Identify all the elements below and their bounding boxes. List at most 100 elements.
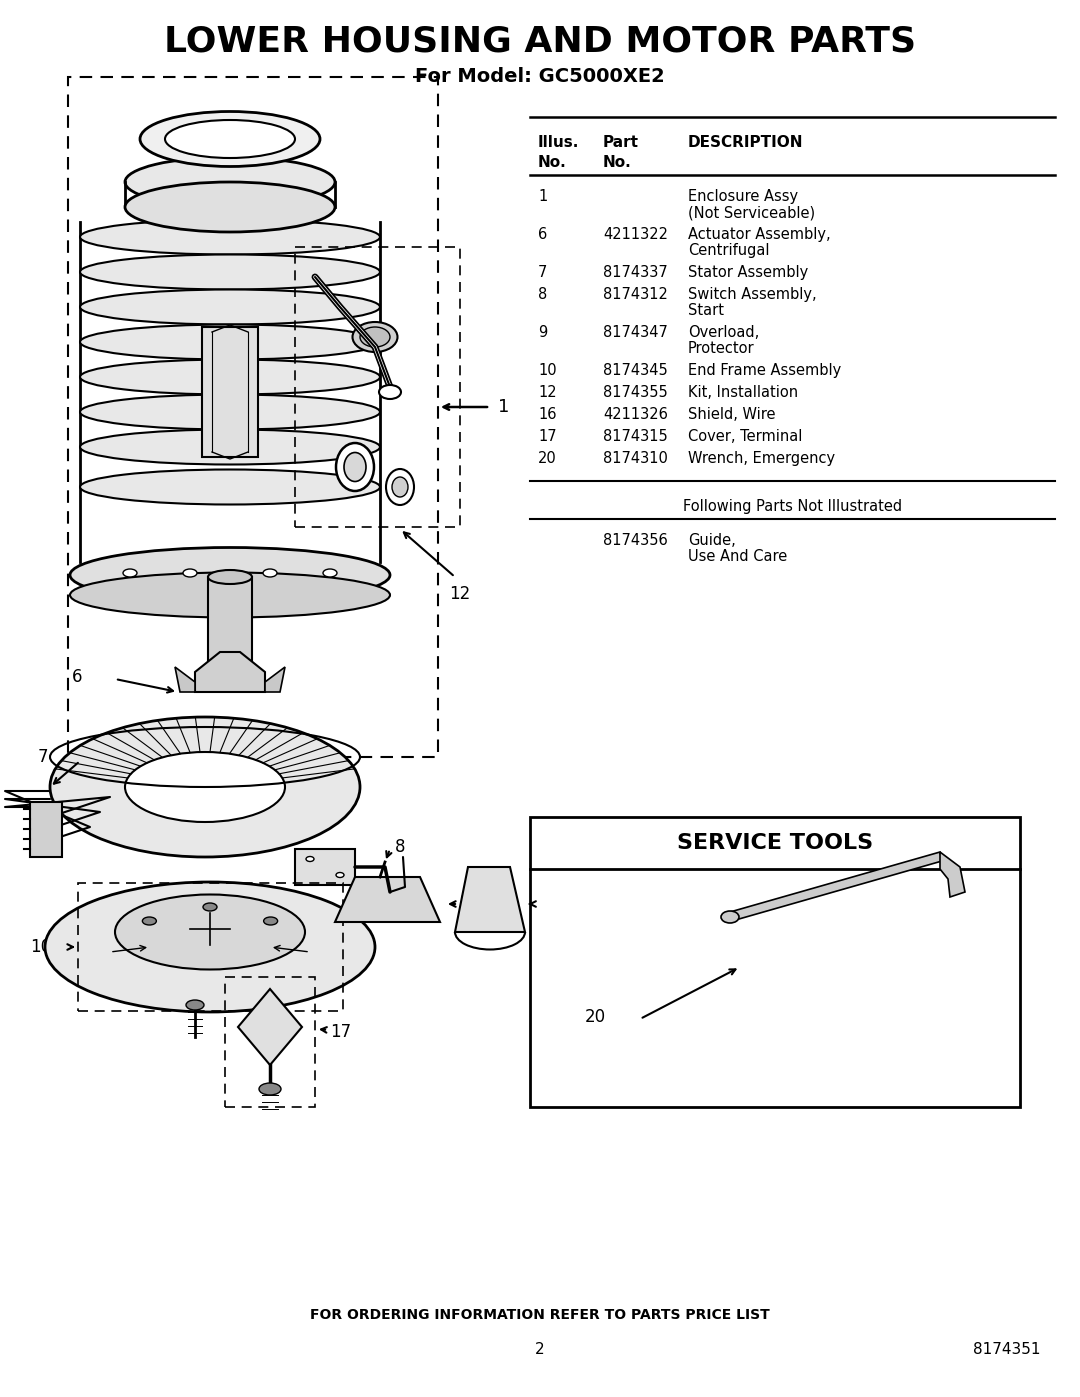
Bar bbox=[78, 883, 343, 1011]
Text: Stator Assembly: Stator Assembly bbox=[688, 265, 808, 279]
Ellipse shape bbox=[80, 469, 380, 504]
Text: Actuator Assembly,: Actuator Assembly, bbox=[688, 226, 831, 242]
Text: 12: 12 bbox=[449, 585, 471, 604]
Text: (Not Serviceable): (Not Serviceable) bbox=[688, 205, 815, 219]
Ellipse shape bbox=[80, 324, 380, 359]
Ellipse shape bbox=[183, 569, 197, 577]
Text: 8: 8 bbox=[538, 286, 548, 302]
Text: 7: 7 bbox=[38, 747, 49, 766]
Ellipse shape bbox=[323, 569, 337, 577]
Ellipse shape bbox=[70, 548, 390, 602]
Bar bbox=[295, 247, 460, 527]
Text: 4211322: 4211322 bbox=[603, 226, 669, 242]
Text: Kit, Installation: Kit, Installation bbox=[688, 386, 798, 400]
Ellipse shape bbox=[386, 469, 414, 504]
Text: Guide,: Guide, bbox=[688, 534, 735, 548]
Polygon shape bbox=[730, 852, 942, 921]
Ellipse shape bbox=[208, 570, 252, 584]
Text: 16: 16 bbox=[535, 893, 556, 911]
Text: Use And Care: Use And Care bbox=[688, 549, 787, 564]
Polygon shape bbox=[455, 868, 525, 932]
Text: 8: 8 bbox=[395, 838, 405, 856]
Text: 9: 9 bbox=[460, 893, 471, 911]
Text: 17: 17 bbox=[538, 429, 556, 444]
Ellipse shape bbox=[80, 219, 380, 254]
Ellipse shape bbox=[140, 112, 320, 166]
Ellipse shape bbox=[186, 1000, 204, 1010]
Text: 12: 12 bbox=[538, 386, 556, 400]
Ellipse shape bbox=[123, 569, 137, 577]
Ellipse shape bbox=[80, 552, 380, 602]
Text: 8174345: 8174345 bbox=[603, 363, 667, 379]
Ellipse shape bbox=[379, 386, 401, 400]
Bar bbox=[202, 327, 258, 457]
Text: Centrifugal: Centrifugal bbox=[688, 243, 769, 258]
Ellipse shape bbox=[259, 1083, 281, 1095]
Ellipse shape bbox=[80, 289, 380, 324]
Text: For Model: GC5000XE2: For Model: GC5000XE2 bbox=[415, 67, 665, 87]
Text: 4211326: 4211326 bbox=[603, 407, 667, 422]
Text: 8174351: 8174351 bbox=[972, 1341, 1040, 1356]
Ellipse shape bbox=[352, 321, 397, 352]
Polygon shape bbox=[265, 666, 285, 692]
Ellipse shape bbox=[264, 569, 276, 577]
Ellipse shape bbox=[125, 156, 335, 207]
Ellipse shape bbox=[114, 894, 305, 970]
Text: 8174310: 8174310 bbox=[603, 451, 667, 467]
Bar bbox=[68, 77, 438, 757]
Polygon shape bbox=[195, 652, 265, 692]
Text: Protector: Protector bbox=[688, 341, 755, 356]
Text: 8174347: 8174347 bbox=[603, 326, 667, 339]
Bar bbox=[225, 977, 315, 1106]
Ellipse shape bbox=[360, 327, 390, 346]
Text: 8174315: 8174315 bbox=[603, 429, 667, 444]
Ellipse shape bbox=[392, 476, 408, 497]
Text: End Frame Assembly: End Frame Assembly bbox=[688, 363, 841, 379]
Text: 16: 16 bbox=[538, 407, 556, 422]
Bar bbox=[295, 849, 355, 886]
Polygon shape bbox=[940, 852, 966, 897]
Bar bbox=[30, 802, 62, 856]
Ellipse shape bbox=[165, 120, 295, 158]
Bar bbox=[530, 817, 1020, 1106]
Text: 20: 20 bbox=[538, 451, 557, 467]
Text: 7: 7 bbox=[538, 265, 548, 279]
Text: Following Parts Not Illustrated: Following Parts Not Illustrated bbox=[683, 499, 902, 514]
Text: SERVICE TOOLS: SERVICE TOOLS bbox=[677, 833, 873, 854]
Text: No.: No. bbox=[538, 155, 567, 170]
Polygon shape bbox=[238, 989, 302, 1065]
Text: Illus.: Illus. bbox=[538, 136, 579, 149]
Text: 6: 6 bbox=[538, 226, 548, 242]
Text: Switch Assembly,: Switch Assembly, bbox=[688, 286, 816, 302]
Ellipse shape bbox=[80, 359, 380, 394]
Text: 20: 20 bbox=[585, 1009, 606, 1025]
Text: 9: 9 bbox=[538, 326, 548, 339]
Text: Part: Part bbox=[603, 136, 639, 149]
Text: No.: No. bbox=[603, 155, 632, 170]
Ellipse shape bbox=[80, 394, 380, 429]
Polygon shape bbox=[335, 877, 440, 922]
Ellipse shape bbox=[345, 453, 366, 482]
Text: 1: 1 bbox=[538, 189, 548, 204]
Ellipse shape bbox=[336, 873, 345, 877]
Text: Shield, Wire: Shield, Wire bbox=[688, 407, 775, 422]
Ellipse shape bbox=[45, 882, 375, 1011]
Ellipse shape bbox=[125, 182, 335, 232]
Text: 10: 10 bbox=[30, 937, 51, 956]
Text: 8174355: 8174355 bbox=[603, 386, 667, 400]
Text: 17: 17 bbox=[330, 1023, 351, 1041]
Ellipse shape bbox=[143, 916, 157, 925]
Ellipse shape bbox=[80, 429, 380, 464]
Text: LOWER HOUSING AND MOTOR PARTS: LOWER HOUSING AND MOTOR PARTS bbox=[164, 25, 916, 59]
Ellipse shape bbox=[50, 717, 360, 856]
Ellipse shape bbox=[208, 671, 252, 685]
Bar bbox=[208, 577, 252, 678]
Text: 1: 1 bbox=[498, 398, 510, 416]
Ellipse shape bbox=[264, 916, 278, 925]
Text: Overload,: Overload, bbox=[688, 326, 759, 339]
Ellipse shape bbox=[80, 254, 380, 289]
Text: 8174312: 8174312 bbox=[603, 286, 667, 302]
Ellipse shape bbox=[203, 902, 217, 911]
Text: 8174337: 8174337 bbox=[603, 265, 667, 279]
Ellipse shape bbox=[70, 573, 390, 617]
